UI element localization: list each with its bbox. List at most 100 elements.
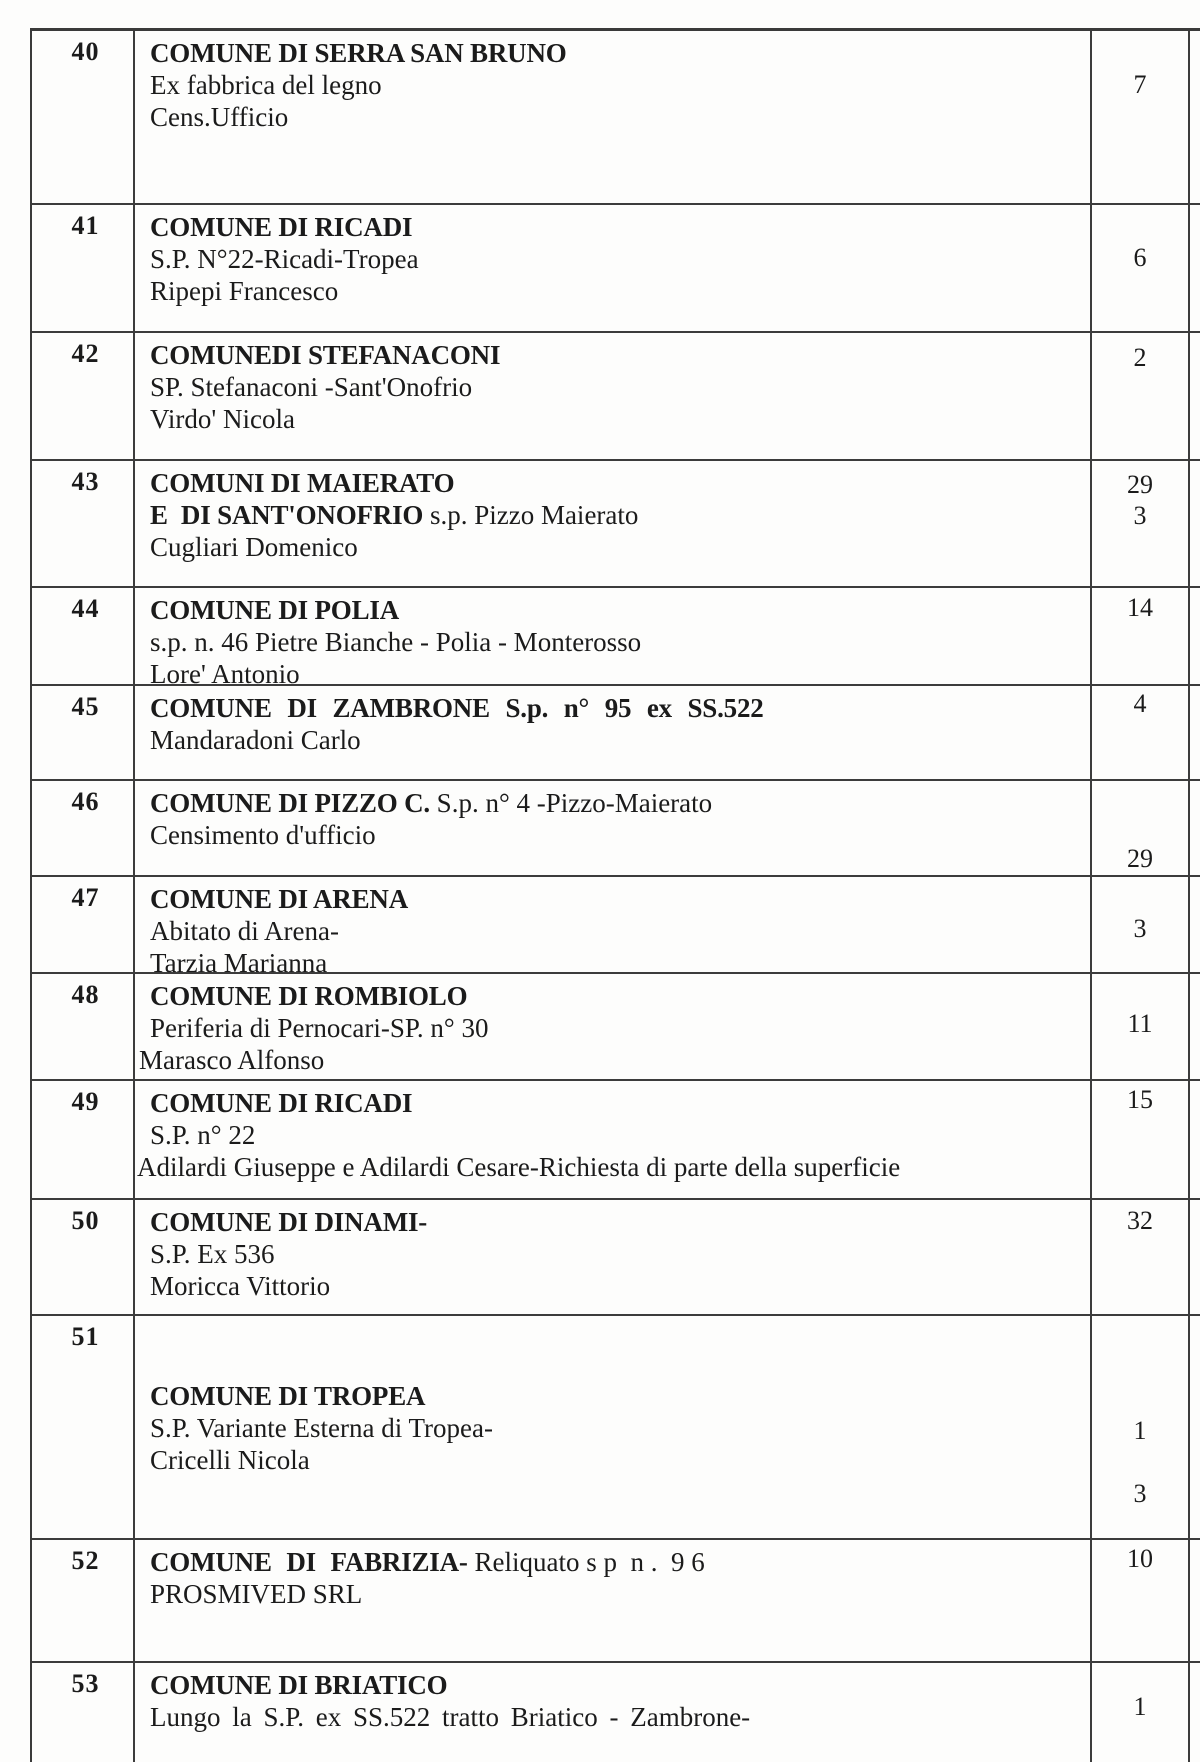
adjacent-column-sliver [1190, 31, 1200, 203]
row-detail: E DI SANT'ONOFRIO s.p. Pizzo Maierato [150, 500, 639, 530]
row-detail: Lore' Antonio [150, 659, 300, 689]
adjacent-column-sliver [1190, 205, 1200, 331]
row-count-cell: 10 [1092, 1540, 1190, 1661]
row-description: COMUNI DI MAIERATO E DI SANT'ONOFRIO s.p… [135, 461, 1092, 586]
count-value: 29 [1127, 844, 1153, 873]
adjacent-column-sliver [1190, 333, 1200, 459]
row-number: 45 [32, 686, 135, 779]
row-description: COMUNE DI PIZZO C. S.p. n° 4 -Pizzo-Maie… [135, 781, 1092, 875]
row-detail: Cugliari Domenico [150, 532, 358, 562]
row-number: 50 [32, 1200, 135, 1314]
adjacent-column-sliver [1190, 461, 1200, 586]
row-detail: Lungo la S.P. ex SS.522 tratto Briatico … [150, 1702, 751, 1732]
row-count-cell: 15 [1092, 1081, 1190, 1198]
row-description: COMUNE DI DINAMI- S.P. Ex 536 Moricca Vi… [135, 1200, 1092, 1314]
row-description: COMUNE DI RICADI S.P. N°22-Ricadi-Tropea… [135, 205, 1092, 331]
count-value: 15 [1127, 1085, 1153, 1114]
table-row: 48 COMUNE DI ROMBIOLO Periferia di Perno… [32, 974, 1200, 1081]
row-number: 48 [32, 974, 135, 1079]
table-row: 49 COMUNE DI RICADI S.P. n° 22 Adilardi … [32, 1081, 1200, 1200]
row-detail: Ripepi Francesco [150, 276, 339, 306]
row-count-cell: 11 [1092, 974, 1190, 1079]
table-row: 41 COMUNE DI RICADI S.P. N°22-Ricadi-Tro… [32, 205, 1200, 333]
count-value: 2 [1133, 343, 1147, 372]
count-value: 3 [1133, 914, 1147, 943]
adjacent-column-sliver [1190, 686, 1200, 779]
row-title: COMUNE DI RICADI [150, 1088, 413, 1118]
row-detail: Cens.Ufficio [150, 102, 289, 132]
row-detail: Abitato di Arena- [150, 916, 339, 946]
row-detail: Tarzia Marianna [150, 948, 328, 978]
row-detail: Ex fabbrica del legno [150, 70, 382, 100]
row-title: COMUNEDI STEFANACONI [150, 340, 501, 370]
row-title: COMUNE DI RICADI [150, 212, 413, 242]
count-value: 4 [1133, 689, 1147, 718]
row-title: COMUNE DI ROMBIOLO [150, 981, 468, 1011]
row-description: COMUNE DI FABRIZIA- Reliquato s p n . 9 … [135, 1540, 1092, 1661]
adjacent-column-sliver [1190, 588, 1200, 684]
adjacent-column-sliver [1190, 1200, 1200, 1314]
count-value: 14 [1127, 593, 1153, 622]
table-row: 52 COMUNE DI FABRIZIA- Reliquato s p n .… [32, 1540, 1200, 1663]
adjacent-column-sliver [1190, 974, 1200, 1079]
row-title: COMUNE DI SERRA SAN BRUNO [150, 38, 567, 68]
row-detail: PROSMIVED SRL [150, 1579, 363, 1609]
row-number: 52 [32, 1540, 135, 1661]
row-number: 53 [32, 1663, 135, 1762]
row-count-cell: 3 [1092, 877, 1190, 972]
row-detail: S.P. N°22-Ricadi-Tropea [150, 244, 419, 274]
row-title: COMUNE DI ZAMBRONE S.p. n° 95 ex SS.522 [150, 693, 764, 723]
row-description: COMUNE DI RICADI S.P. n° 22 Adilardi Giu… [135, 1081, 1092, 1198]
count-value: 1 [1133, 1692, 1147, 1721]
row-count-cell: 2 [1092, 333, 1190, 459]
table-row: 46 COMUNE DI PIZZO C. S.p. n° 4 -Pizzo-M… [32, 781, 1200, 877]
row-description: COMUNE DI POLIA s.p. n. 46 Pietre Bianch… [135, 588, 1092, 689]
count-value: 10 [1127, 1544, 1153, 1573]
row-detail: s.p. n. 46 Pietre Bianche - Polia - Mont… [150, 627, 642, 657]
row-detail: S.P. Ex 536 [150, 1239, 275, 1269]
row-number: 41 [32, 205, 135, 331]
count-value: 7 [1133, 70, 1147, 99]
row-detail: Censimento d'ufficio [150, 820, 376, 850]
row-count-cell: 7 [1092, 31, 1190, 203]
row-count-cell: 4 [1092, 686, 1190, 779]
adjacent-column-sliver [1190, 1540, 1200, 1661]
row-detail: Cricelli Nicola [150, 1445, 310, 1475]
row-number: 40 [32, 31, 135, 203]
row-description: COMUNE DI ROMBIOLO Periferia di Pernocar… [135, 974, 1092, 1079]
count-value: 3 [1133, 501, 1147, 530]
adjacent-column-sliver [1190, 1663, 1200, 1762]
row-title: COMUNE DI PIZZO C. S.p. n° 4 -Pizzo-Maie… [150, 788, 713, 818]
row-description: COMUNE DI ARENA Abitato di Arena- Tarzia… [135, 877, 1092, 978]
row-description: COMUNE DI TROPEA S.P. Variante Esterna d… [135, 1316, 1092, 1538]
row-title: COMUNE DI POLIA [150, 595, 400, 625]
row-title: COMUNE DI TROPEA [150, 1381, 426, 1411]
row-number: 46 [32, 781, 135, 875]
row-detail: Periferia di Pernocari-SP. n° 30 [150, 1013, 489, 1043]
row-detail: S.P. n° 22 [150, 1120, 256, 1150]
adjacent-column-sliver [1190, 1316, 1200, 1538]
row-count-cell: 14 [1092, 588, 1190, 684]
count-value: 32 [1127, 1206, 1153, 1235]
table-row: 45 COMUNE DI ZAMBRONE S.p. n° 95 ex SS.5… [32, 686, 1200, 781]
count-value: 29 [1127, 470, 1153, 499]
count-value: 6 [1133, 243, 1147, 272]
row-count-cell: 1 3 [1092, 1316, 1190, 1538]
row-number: 44 [32, 588, 135, 684]
row-description: COMUNE DI SERRA SAN BRUNO Ex fabbrica de… [135, 31, 1092, 203]
row-title: COMUNE DI ARENA [150, 884, 409, 914]
table-row: 53 COMUNE DI BRIATICO Lungo la S.P. ex S… [32, 1663, 1200, 1762]
row-number: 51 [32, 1316, 135, 1538]
row-detail: Marasco Alfonso [139, 1045, 325, 1075]
table-row: 50 COMUNE DI DINAMI- S.P. Ex 536 Moricca… [32, 1200, 1200, 1316]
row-detail: Mandaradoni Carlo [150, 725, 361, 755]
row-count-cell: 29 [1092, 781, 1190, 875]
table-row: 44 COMUNE DI POLIA s.p. n. 46 Pietre Bia… [32, 588, 1200, 689]
records-table: 40 COMUNE DI SERRA SAN BRUNO Ex fabbrica… [30, 28, 1200, 1762]
row-title: COMUNE DI FABRIZIA- Reliquato s p n . 9 … [150, 1547, 705, 1577]
table-row: 43 COMUNI DI MAIERATO E DI SANT'ONOFRIO … [32, 461, 1200, 588]
count-value: 11 [1127, 1009, 1153, 1038]
table-row: 40 COMUNE DI SERRA SAN BRUNO Ex fabbrica… [32, 31, 1200, 205]
row-count-cell: 29 3 [1092, 461, 1190, 586]
